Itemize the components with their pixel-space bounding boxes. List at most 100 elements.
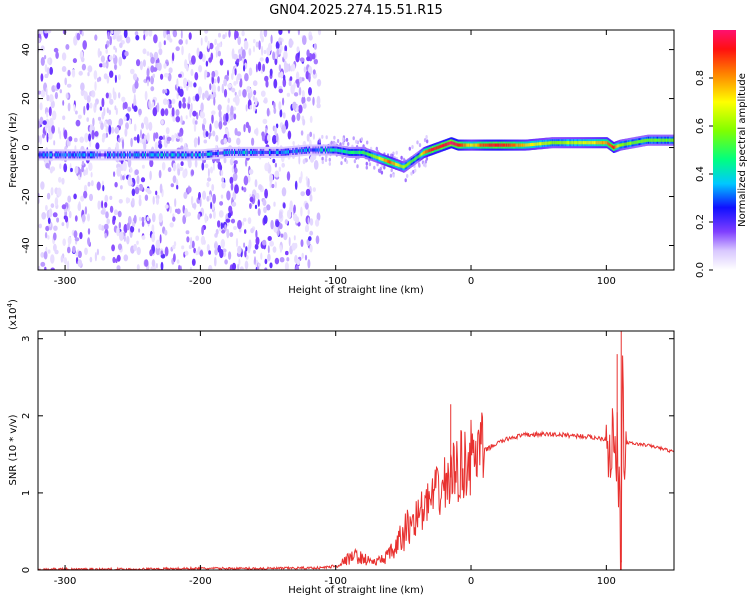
ridge-cell bbox=[170, 153, 173, 157]
noise-speckle bbox=[247, 217, 252, 225]
ridge-cell bbox=[474, 143, 477, 147]
ridge-cell bbox=[104, 153, 106, 157]
noise-speckle bbox=[189, 266, 192, 270]
noise-speckle bbox=[74, 215, 78, 222]
ridge-cell bbox=[481, 143, 483, 147]
ridge-cell bbox=[239, 150, 242, 154]
noise-speckle bbox=[366, 140, 369, 145]
ridge-cell bbox=[471, 143, 474, 147]
ridge-cell bbox=[616, 144, 619, 148]
noise-speckle bbox=[218, 109, 222, 118]
ridge-cell bbox=[84, 153, 86, 157]
noise-speckle bbox=[151, 101, 154, 108]
ridge-cell bbox=[519, 143, 521, 147]
ridge-cell bbox=[443, 143, 445, 147]
ridge-cell bbox=[412, 159, 414, 163]
noise-speckle bbox=[315, 235, 320, 245]
ridge-cell bbox=[533, 142, 535, 146]
colorbar-tick-label: 0.8 bbox=[695, 70, 706, 86]
noise-speckle bbox=[64, 215, 69, 223]
ridge-cell bbox=[272, 150, 275, 154]
snr-marks bbox=[38, 331, 674, 570]
noise-speckle bbox=[200, 111, 205, 119]
x-tick-label: -100 bbox=[324, 576, 347, 587]
ridge-cell bbox=[292, 149, 295, 153]
noise-speckle bbox=[263, 99, 268, 104]
ridge-cell bbox=[596, 141, 599, 145]
ridge-cell bbox=[299, 149, 301, 153]
ridge-cell bbox=[396, 162, 398, 167]
noise-speckle bbox=[255, 41, 259, 48]
ridge-cell bbox=[630, 141, 632, 145]
noise-speckle bbox=[62, 115, 66, 121]
ridge-cell bbox=[377, 156, 379, 160]
ridge-cell bbox=[580, 141, 583, 145]
noise-speckle bbox=[80, 56, 85, 63]
noise-speckle bbox=[295, 265, 300, 270]
noise-speckle bbox=[205, 60, 209, 67]
noise-speckle bbox=[109, 98, 114, 105]
ridge-cell bbox=[71, 153, 73, 157]
ridge-cell bbox=[612, 145, 614, 149]
noise-speckle bbox=[237, 36, 241, 46]
noise-speckle bbox=[309, 155, 315, 163]
noise-speckle bbox=[249, 105, 253, 110]
ridge-cell bbox=[506, 143, 509, 147]
noise-speckle bbox=[153, 34, 158, 44]
ridge-cell bbox=[327, 148, 330, 152]
ridge-cell bbox=[362, 150, 364, 154]
ridge-cell bbox=[86, 153, 88, 157]
ridge-cell bbox=[623, 142, 625, 147]
spectrogram-marks bbox=[38, 30, 674, 270]
ridge-cell bbox=[661, 138, 663, 142]
ridge-cell bbox=[415, 156, 418, 160]
ridge-cell bbox=[382, 158, 385, 162]
ridge-cell bbox=[627, 142, 629, 146]
noise-speckle bbox=[129, 167, 133, 173]
ridge-cell bbox=[425, 150, 427, 154]
snr-plot-area bbox=[38, 331, 674, 570]
noise-speckle bbox=[260, 90, 266, 97]
ridge-cell bbox=[609, 143, 611, 147]
ridge-cell bbox=[313, 148, 316, 152]
ridge-cell bbox=[128, 153, 130, 157]
ridge-cell bbox=[397, 163, 399, 167]
noise-speckle bbox=[298, 155, 301, 165]
ridge-cell bbox=[406, 163, 409, 167]
noise-speckle bbox=[212, 193, 217, 204]
ridge-cell bbox=[206, 152, 209, 156]
noise-speckle bbox=[321, 156, 324, 161]
noise-speckle bbox=[360, 137, 363, 142]
noise-speckle bbox=[123, 254, 129, 262]
noise-speckle bbox=[296, 112, 301, 122]
noise-speckle bbox=[45, 162, 50, 169]
noise-speckle bbox=[395, 150, 398, 155]
noise-speckle bbox=[67, 69, 71, 77]
noise-speckle bbox=[80, 82, 85, 91]
noise-speckle bbox=[149, 249, 153, 257]
ridge-cell bbox=[541, 142, 544, 146]
ridge-cell bbox=[182, 153, 184, 157]
noise-speckle bbox=[234, 68, 237, 76]
ridge-cell bbox=[67, 153, 69, 157]
noise-speckle bbox=[150, 75, 155, 85]
noise-speckle bbox=[418, 143, 422, 148]
noise-speckle bbox=[318, 139, 321, 144]
ridge-cell bbox=[408, 161, 410, 166]
noise-speckle bbox=[211, 184, 215, 192]
noise-speckle bbox=[281, 124, 287, 134]
ridge-cell bbox=[537, 142, 539, 146]
noise-speckle bbox=[208, 132, 211, 140]
noise-speckle bbox=[118, 221, 122, 229]
ridge-cell bbox=[127, 153, 129, 157]
noise-speckle bbox=[141, 164, 145, 169]
noise-speckle bbox=[40, 45, 45, 52]
noise-speckle bbox=[74, 237, 80, 242]
noise-speckle bbox=[313, 160, 319, 170]
ridge-cell bbox=[53, 153, 55, 157]
ridge-cell bbox=[480, 143, 482, 147]
ridge-cell bbox=[224, 151, 227, 155]
ridge-cell bbox=[263, 150, 265, 154]
noise-speckle bbox=[195, 235, 200, 241]
noise-speckle bbox=[231, 262, 237, 270]
